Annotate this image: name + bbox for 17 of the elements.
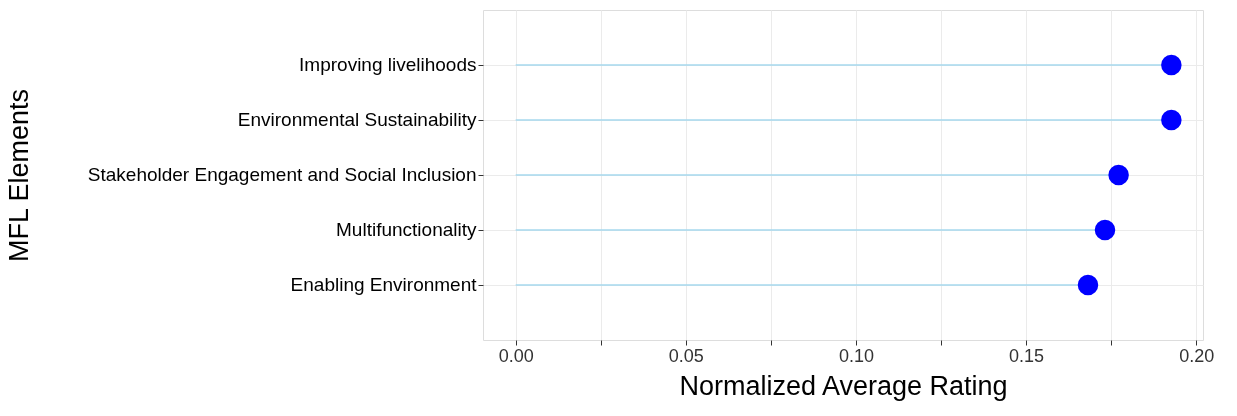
point	[1094, 219, 1116, 241]
point	[1161, 109, 1182, 131]
y-tick-label: Enabling Environment	[290, 274, 478, 295]
x-axis-title: Normalized Average Rating	[679, 370, 1008, 401]
y-axis-title: MFL Elements	[3, 88, 34, 263]
x-tick-label: 0.00	[498, 345, 534, 366]
x-tick-label: 0.05	[668, 345, 704, 366]
y-tick-label: Improving livelihoods	[299, 54, 477, 75]
x-tick-label: 0.15	[1009, 345, 1045, 366]
point	[1077, 274, 1099, 296]
point	[1161, 54, 1182, 76]
y-tick-label: Multifunctionality	[336, 219, 477, 240]
y-tick-label: Stakeholder Engagement and Social Inclusion	[87, 164, 477, 185]
x-tick-label: 0.20	[1179, 345, 1215, 366]
point	[1108, 164, 1129, 186]
x-tick-label: 0.10	[838, 345, 874, 366]
y-tick-label: Environmental Sustainability	[237, 109, 477, 130]
